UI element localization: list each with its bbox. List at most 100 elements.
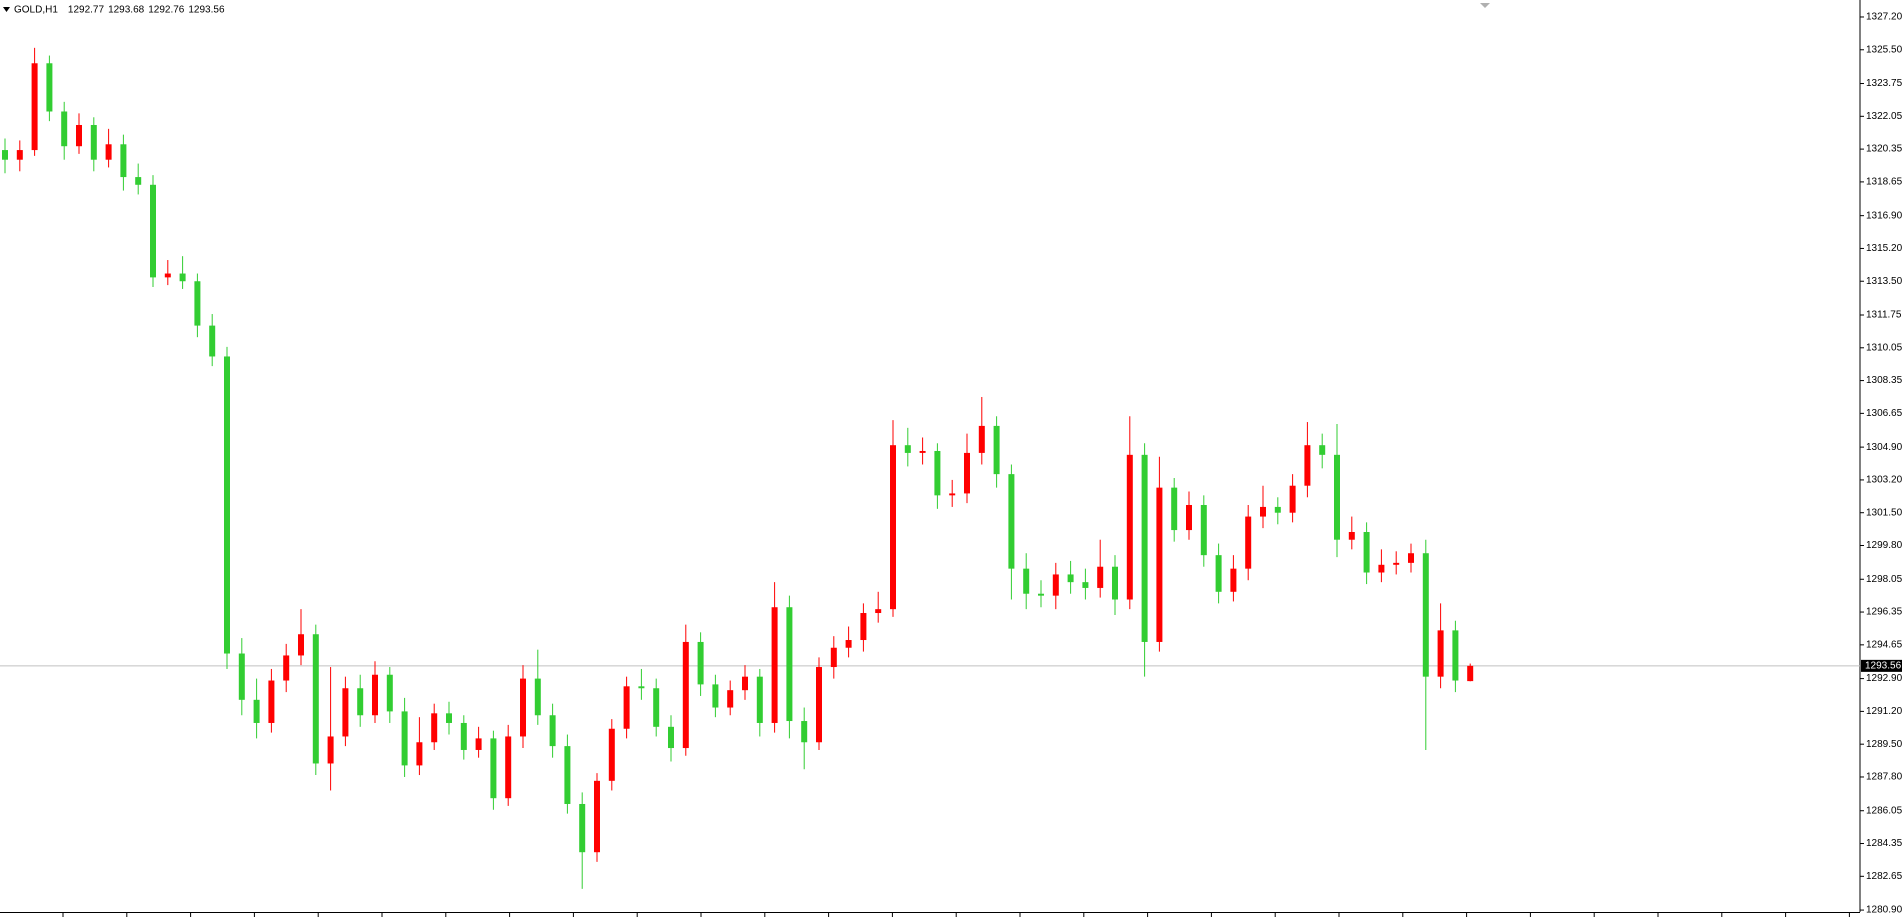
y-tick-label: 1315.20 <box>1866 243 1902 254</box>
candle-body <box>61 111 68 147</box>
y-tick-label: 1308.35 <box>1866 375 1902 386</box>
y-tick-label: 1280.90 <box>1866 905 1902 916</box>
candle-body <box>416 742 423 766</box>
candle-body <box>431 713 438 743</box>
candle-body <box>1289 485 1296 513</box>
candle-body <box>372 674 378 716</box>
header-open: 1292.77 <box>68 5 105 16</box>
candle-body <box>919 450 926 453</box>
candle-body <box>209 325 216 357</box>
candle-body <box>386 674 393 712</box>
candle-body <box>1038 593 1044 596</box>
y-tick-label: 1287.80 <box>1866 772 1902 783</box>
candle-body <box>712 684 719 708</box>
y-tick-label: 1325.50 <box>1866 44 1902 55</box>
candle-body <box>1200 504 1207 556</box>
candle-body <box>135 177 142 185</box>
y-tick-label: 1291.20 <box>1866 706 1902 717</box>
y-tick-label: 1282.65 <box>1866 871 1902 882</box>
candle-body <box>653 688 660 727</box>
candle-body <box>46 63 53 112</box>
y-tick-label: 1318.65 <box>1866 177 1902 188</box>
y-tick-label: 1296.35 <box>1866 607 1902 618</box>
candle-body <box>2 150 8 160</box>
header-high: 1293.68 <box>108 5 145 16</box>
candle-body <box>682 641 689 749</box>
candle-body <box>1363 532 1370 573</box>
candle-body <box>164 273 171 278</box>
candle-body <box>742 676 748 691</box>
candle-body <box>1008 474 1015 569</box>
candle-body <box>1348 532 1355 540</box>
candle-body <box>949 493 956 496</box>
candle-body <box>1422 553 1429 677</box>
collapse-arrow[interactable] <box>3 7 10 12</box>
candle-body <box>1186 504 1192 531</box>
candle-body <box>1319 445 1326 455</box>
candle-body <box>150 184 156 278</box>
y-tick-label: 1292.90 <box>1866 673 1902 684</box>
candle-body <box>1245 516 1252 569</box>
candle-body <box>505 736 512 799</box>
candle-body <box>668 726 674 749</box>
candle-body <box>446 713 452 723</box>
candle-body <box>534 678 541 716</box>
candle-body <box>860 613 867 641</box>
candle-body <box>993 425 1000 475</box>
candle-body <box>1171 487 1178 531</box>
candle-body <box>1408 553 1414 563</box>
candle-body <box>76 124 82 147</box>
y-tick-label: 1299.80 <box>1866 540 1902 551</box>
candle-body <box>1467 665 1474 682</box>
candle-body <box>697 641 704 685</box>
candle-body <box>105 144 112 160</box>
candle-body <box>1067 574 1074 583</box>
candle-body <box>1230 568 1237 592</box>
candle-body <box>1082 582 1089 588</box>
candle-body <box>179 273 186 282</box>
candle-body <box>638 686 645 689</box>
candle-body <box>475 738 482 750</box>
candle-body <box>978 425 985 453</box>
y-tick-label: 1303.20 <box>1866 475 1902 486</box>
y-tick-label: 1284.35 <box>1866 838 1902 849</box>
candle-body <box>1334 454 1340 540</box>
candle-body <box>1393 562 1400 565</box>
shift-marker <box>1480 3 1490 8</box>
candle-body <box>357 688 364 716</box>
candle-body <box>401 711 408 766</box>
candle-body <box>16 150 23 160</box>
header-low: 1292.76 <box>148 5 185 16</box>
candle-body <box>120 144 127 178</box>
candle-body <box>1141 454 1148 642</box>
candle-body <box>1126 454 1133 600</box>
candle-body <box>490 738 497 799</box>
candle-body <box>238 653 245 700</box>
y-tick-label: 1306.65 <box>1866 408 1902 419</box>
y-tick-label: 1298.05 <box>1866 574 1902 585</box>
candle-body <box>1437 630 1444 677</box>
y-tick-label: 1316.90 <box>1866 210 1902 221</box>
candle-body <box>1052 574 1059 596</box>
candle-body <box>298 634 304 656</box>
candle-body <box>623 686 630 729</box>
candle-body <box>1112 566 1118 600</box>
candle-body <box>31 63 38 151</box>
candle-body <box>268 680 275 723</box>
candle-body <box>1452 630 1459 681</box>
candle-body <box>1097 566 1104 588</box>
candle-body <box>1260 506 1266 517</box>
candle-body <box>756 676 763 723</box>
y-tick-label: 1323.75 <box>1866 78 1902 89</box>
candle-body <box>194 281 201 326</box>
y-tick-label: 1322.05 <box>1866 111 1902 122</box>
y-tick-label: 1311.75 <box>1866 310 1902 321</box>
candle-body <box>771 607 778 723</box>
y-tick-label: 1286.05 <box>1866 805 1902 816</box>
candle-body <box>845 640 852 648</box>
header-close: 1293.56 <box>188 5 225 16</box>
candle-body <box>327 736 334 764</box>
candle-body <box>1378 564 1385 573</box>
